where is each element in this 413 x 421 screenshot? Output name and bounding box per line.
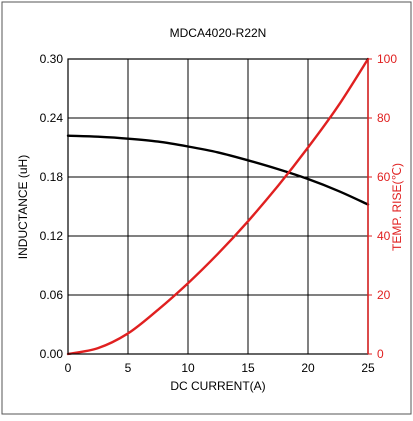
right-y-tick-label: 40 [377, 229, 391, 243]
x-tick-label: 15 [241, 361, 255, 375]
temp-rise-curve [66, 57, 370, 356]
grid [68, 59, 368, 354]
left-y-axis-label: INDUCTANCE (uH) [16, 155, 30, 259]
right-y-tick-label: 80 [377, 111, 391, 125]
series-layer [66, 57, 370, 356]
left-y-tick-label: 0.06 [40, 288, 64, 302]
right-y-tick-labels: 0 20 40 60 80 100 [368, 52, 397, 361]
left-y-tick-label: 0.00 [40, 347, 64, 361]
inductance-curve [66, 134, 370, 206]
left-y-tick-labels: 0.00 0.06 0.12 0.18 0.24 0.30 [40, 52, 64, 361]
right-y-tick-label: 60 [377, 170, 391, 184]
right-y-tick-label: 0 [377, 347, 384, 361]
left-y-tick-label: 0.30 [40, 52, 64, 66]
chart-title: MDCA4020-R22N [170, 26, 267, 40]
left-y-tick-label: 0.12 [40, 229, 64, 243]
right-y-tick-label: 20 [377, 288, 391, 302]
outer-border [1, 1, 412, 415]
x-tick-label: 25 [361, 361, 375, 375]
x-tick-labels: 0 5 10 15 20 25 [65, 361, 375, 375]
x-tick-label: 0 [65, 361, 72, 375]
x-tick-label: 10 [181, 361, 195, 375]
right-y-tick-label: 100 [377, 52, 397, 66]
x-tick-label: 5 [125, 361, 132, 375]
x-axis-label: DC CURRENT(A) [170, 379, 265, 393]
left-y-tick-label: 0.24 [40, 111, 64, 125]
right-y-axis-label: TEMP. RISE(℃) [390, 163, 404, 251]
x-tick-label: 20 [301, 361, 315, 375]
left-y-tick-label: 0.18 [40, 170, 64, 184]
